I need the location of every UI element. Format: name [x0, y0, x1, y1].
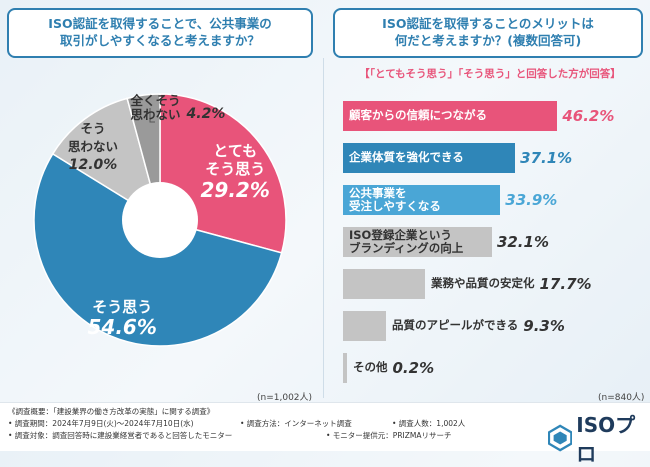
pie-slice-3: [51, 97, 162, 222]
survey-target: • 調査対象：調査回答時に建設業経営者であると回答したモニター: [8, 431, 233, 440]
footer: [0, 402, 650, 451]
survey-method: • 調査方法：インターネット調査: [240, 419, 352, 428]
bar-2: 企業体質を強化できる: [343, 143, 516, 173]
survey-count: • 調査人数：1,002人: [392, 419, 466, 428]
pie-label-percent: 12.0%: [68, 157, 118, 174]
pie-chart: [33, 93, 287, 347]
pie-label-4: 全くそう 思わない 4.2%: [130, 92, 226, 123]
panel-divider: [323, 58, 324, 398]
bar-value: 17.7%: [539, 275, 592, 293]
bar-value: 9.3%: [523, 317, 565, 335]
bar-label: ISO登録企業という ブランディングの向上: [349, 227, 464, 255]
bar-label: 企業体質を強化できる: [349, 150, 464, 165]
bar-label: 公共事業を 受注しやすくなる: [349, 185, 441, 213]
bar-value: 32.1%: [496, 233, 549, 251]
bar-row-3: 公共事業を 受注しやすくなる 33.9%: [343, 185, 557, 215]
left-sample-size: (n=1,002人): [257, 393, 313, 403]
bar-label: 顧客からの信頼につながる: [349, 108, 487, 123]
bar-label: その他: [353, 360, 388, 375]
bar-label: 品質のアピールができる: [392, 318, 519, 333]
brand-name: ISOプロ: [576, 413, 636, 466]
bar-label: 業務や品質の安定化: [431, 276, 535, 291]
survey-period: • 調査期間：2024年7月9日(火)～2024年7月10日(水): [8, 419, 194, 428]
bar-value: 46.2%: [562, 107, 615, 125]
bar-value: 37.1%: [520, 149, 573, 167]
bar-7: その他: [343, 353, 388, 383]
pie-label-percent: 54.6%: [87, 314, 157, 339]
hexagon-logo-icon: [548, 424, 573, 452]
pie-label-3: そう 思わない 12.0%: [68, 119, 118, 174]
bar-value: 0.2%: [392, 359, 435, 377]
pie-label-percent: 4.2%: [186, 106, 226, 123]
pie-center-hole: [122, 182, 198, 258]
survey-overview: 《調査概要：「建設業界の働き方改革の実態」に関する調査》: [8, 407, 215, 416]
bar-row-2: 企業体質を強化できる 37.1%: [343, 143, 572, 173]
bar-row-6: 品質のアピールができる 9.3%: [343, 311, 565, 341]
bar-6: 品質のアピールができる: [343, 311, 518, 341]
bar-row-5: 業務や品質の安定化 17.7%: [343, 269, 592, 299]
pie-label-1: とても そう思う 29.2%: [201, 142, 270, 202]
right-sample-size: (n=840人): [598, 393, 645, 403]
bar-1: 顧客からの信頼につながる: [343, 101, 558, 131]
pie-label-text: とても そう思う: [205, 142, 266, 179]
pie-label-text: そう思う: [92, 297, 153, 316]
pie-leader-line: [149, 108, 155, 123]
bar-3: 公共事業を 受注しやすくなる: [343, 185, 501, 215]
bar-subtitle: 【「とてもそう思う」「そう思う」と回答した方が回答】: [359, 68, 621, 80]
bar-row-4: ISO登録企業という ブランディングの向上 32.1%: [343, 227, 549, 257]
bar-value: 33.9%: [505, 191, 558, 209]
pie-label-2: そう思う 54.6%: [88, 298, 157, 339]
right-question: ISO認証を取得することのメリットは 何だと考えますか？(複数回答可): [333, 8, 643, 58]
pie-label-percent: 29.2%: [200, 177, 270, 202]
bar-4: ISO登録企業という ブランディングの向上: [343, 227, 492, 257]
bar-row-1: 顧客からの信頼につながる 46.2%: [343, 101, 614, 131]
survey-provider: • モニター提供元：PRIZMAリサーチ: [326, 431, 452, 440]
left-question: ISO認証を取得することで、公共事業の 取引がしやすくなると考えますか？: [7, 8, 313, 58]
bar-row-7: その他 0.2%: [343, 353, 434, 383]
brand-logo: ISOプロ: [548, 409, 650, 467]
bar-5: 業務や品質の安定化: [343, 269, 535, 299]
pie-label-text: そう 思わない: [68, 120, 119, 154]
pie-label-text: 全くそう 思わない: [130, 92, 181, 122]
